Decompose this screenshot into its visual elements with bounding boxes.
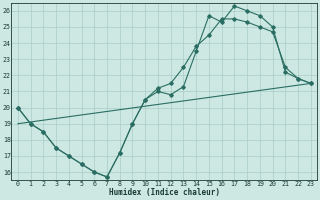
X-axis label: Humidex (Indice chaleur): Humidex (Indice chaleur) [109, 188, 220, 197]
